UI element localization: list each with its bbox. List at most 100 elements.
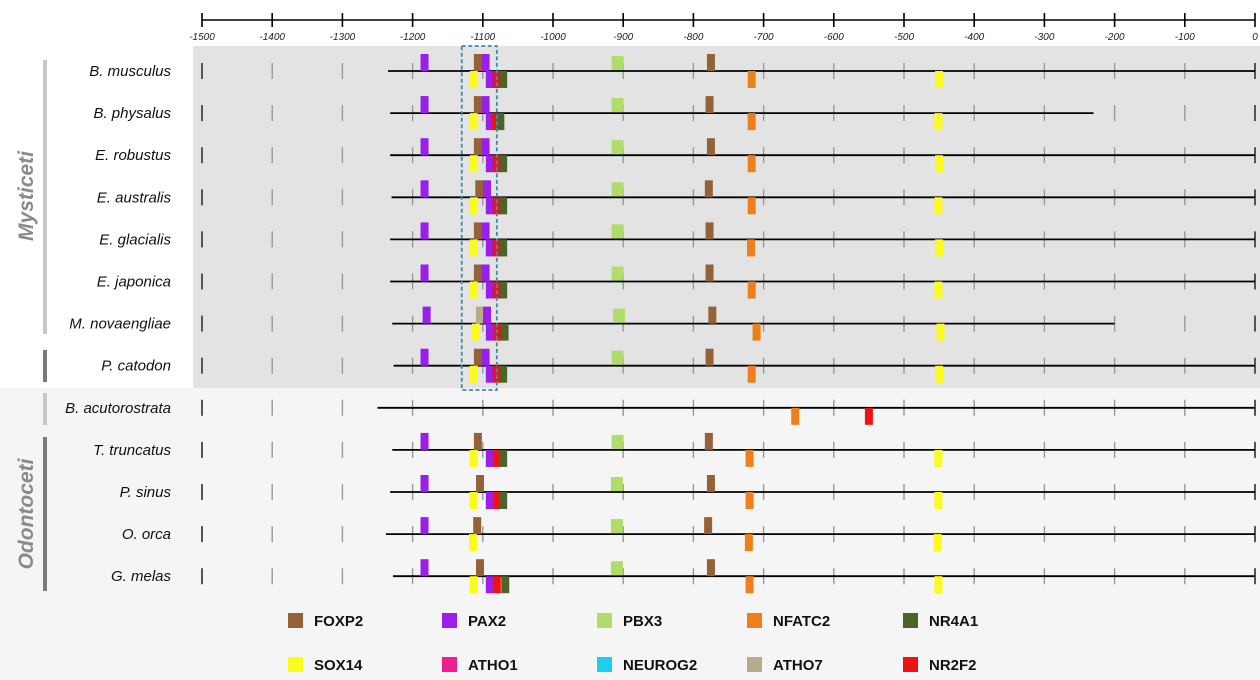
species-row: P. sinus (120, 475, 1256, 509)
binding-site-foxp2 (473, 432, 482, 450)
binding-site-nfatc2 (747, 71, 756, 88)
axis-tick-label: -1400 (259, 32, 285, 43)
species-row: E. australis (97, 180, 1256, 215)
legend-label-pax2: PAX2 (468, 613, 506, 630)
binding-site-sox14 (935, 71, 944, 88)
binding-site-pbx3 (612, 308, 625, 323)
legend-label-nr4a1: NR4A1 (929, 613, 978, 630)
binding-site-nr4a1 (499, 281, 508, 299)
legend-swatch-nfatc2 (747, 613, 762, 628)
binding-site-pax2 (420, 96, 429, 114)
species-row: G. melas (111, 559, 1256, 594)
p-catodon-bracket (43, 350, 47, 382)
binding-site-foxp2 (475, 559, 484, 577)
binding-site-nr4a1 (499, 492, 508, 509)
binding-site-foxp2 (473, 54, 482, 71)
binding-site-nfatc2 (747, 113, 756, 131)
binding-site-pbx3 (611, 224, 624, 239)
binding-site-pbx3 (611, 266, 624, 281)
binding-site-sox14 (934, 576, 943, 594)
binding-site-pbx3 (611, 98, 624, 113)
species-label: T. truncatus (93, 442, 171, 459)
binding-site-nfatc2 (747, 155, 756, 173)
binding-site-foxp2 (704, 180, 713, 198)
binding-site-nr4a1 (499, 365, 508, 383)
binding-site-pax2 (420, 180, 429, 198)
species-label: O. orca (122, 526, 171, 543)
axis-tick-label: -1300 (330, 32, 356, 43)
axis-tick-label: -1500 (189, 32, 215, 43)
binding-site-foxp2 (705, 222, 714, 240)
conserved-region-highlight (460, 45, 498, 391)
axis-tick-label: -900 (613, 32, 633, 43)
binding-site-foxp2 (473, 96, 482, 114)
binding-site-pbx3 (610, 561, 623, 576)
mysticeti-bracket (43, 60, 47, 334)
species-label: B. acutorostrata (65, 400, 171, 417)
binding-site-nr2f2 (492, 492, 501, 509)
binding-site-pax2 (485, 449, 494, 467)
axis-tick-label: -600 (824, 32, 844, 43)
binding-site-foxp2 (706, 54, 715, 71)
binding-site-nfatc2 (745, 492, 754, 509)
binding-site-pbx3 (611, 56, 624, 70)
binding-site-nr2f2 (492, 449, 501, 467)
binding-site-sox14 (469, 71, 478, 88)
axis-tick-label: -800 (683, 32, 703, 43)
binding-site-atho7 (475, 306, 484, 324)
binding-site-pax2 (485, 239, 494, 257)
legend-swatch-pax2 (442, 613, 457, 628)
legend-label-foxp2: FOXP2 (314, 613, 363, 630)
binding-site-nr2f2 (492, 281, 501, 299)
binding-site-pax2 (422, 306, 431, 324)
species-row: B. acutorostrata (65, 399, 1256, 425)
binding-site-sox14 (471, 323, 480, 341)
legend-swatch-pbx3 (597, 613, 612, 628)
legend-label-sox14: SOX14 (314, 657, 363, 674)
binding-site-nr4a1 (496, 113, 505, 131)
axis-tick-label: -1200 (400, 32, 426, 43)
binding-site-nr2f2 (492, 365, 501, 383)
binding-site-nr4a1 (499, 71, 508, 88)
binding-site-sox14 (935, 155, 944, 173)
mysticeti-panel-background (193, 46, 1260, 388)
axis-tick-label: -200 (1105, 32, 1125, 43)
binding-site-pax2 (483, 306, 492, 324)
species-label: B. musculus (89, 63, 171, 80)
b-acutorostrata-bracket (43, 393, 47, 425)
binding-site-sox14 (469, 239, 478, 257)
binding-site-pax2 (485, 323, 494, 341)
binding-site-nr4a1 (499, 155, 508, 173)
binding-site-sox14 (469, 281, 478, 299)
binding-site-pax2 (420, 264, 429, 282)
species-row: P. catodon (101, 348, 1256, 383)
binding-site-pax2 (481, 138, 490, 156)
legend-swatch-neurog2 (597, 657, 612, 672)
species-label: E. australis (97, 189, 172, 206)
species-row: B. physalus (93, 96, 1256, 131)
binding-site-sox14 (469, 449, 478, 467)
binding-site-nr2f2 (491, 113, 500, 131)
binding-site-nfatc2 (747, 197, 756, 215)
binding-site-pax2 (420, 475, 429, 492)
binding-site-foxp2 (475, 180, 484, 198)
binding-site-nr4a1 (499, 449, 508, 467)
binding-site-pbx3 (611, 140, 624, 155)
binding-site-pax2 (420, 348, 429, 366)
legend-swatch-sox14 (288, 657, 303, 672)
species-label: P. catodon (101, 358, 171, 375)
binding-site-sox14 (936, 323, 945, 341)
binding-site-pbx3 (611, 350, 624, 365)
binding-site-sox14 (934, 492, 943, 509)
species-label: E. robustus (95, 147, 171, 164)
binding-site-sox14 (933, 534, 942, 552)
axis-tick-label: 0 (1252, 32, 1258, 43)
binding-site-nfatc2 (745, 449, 754, 467)
binding-site-nr2f2 (864, 407, 873, 425)
legend-swatch-foxp2 (288, 613, 303, 628)
species-label: B. physalus (93, 105, 171, 122)
binding-site-pax2 (420, 432, 429, 450)
binding-site-foxp2 (706, 559, 715, 577)
binding-site-pax2 (481, 54, 490, 71)
binding-site-sox14 (934, 197, 943, 215)
